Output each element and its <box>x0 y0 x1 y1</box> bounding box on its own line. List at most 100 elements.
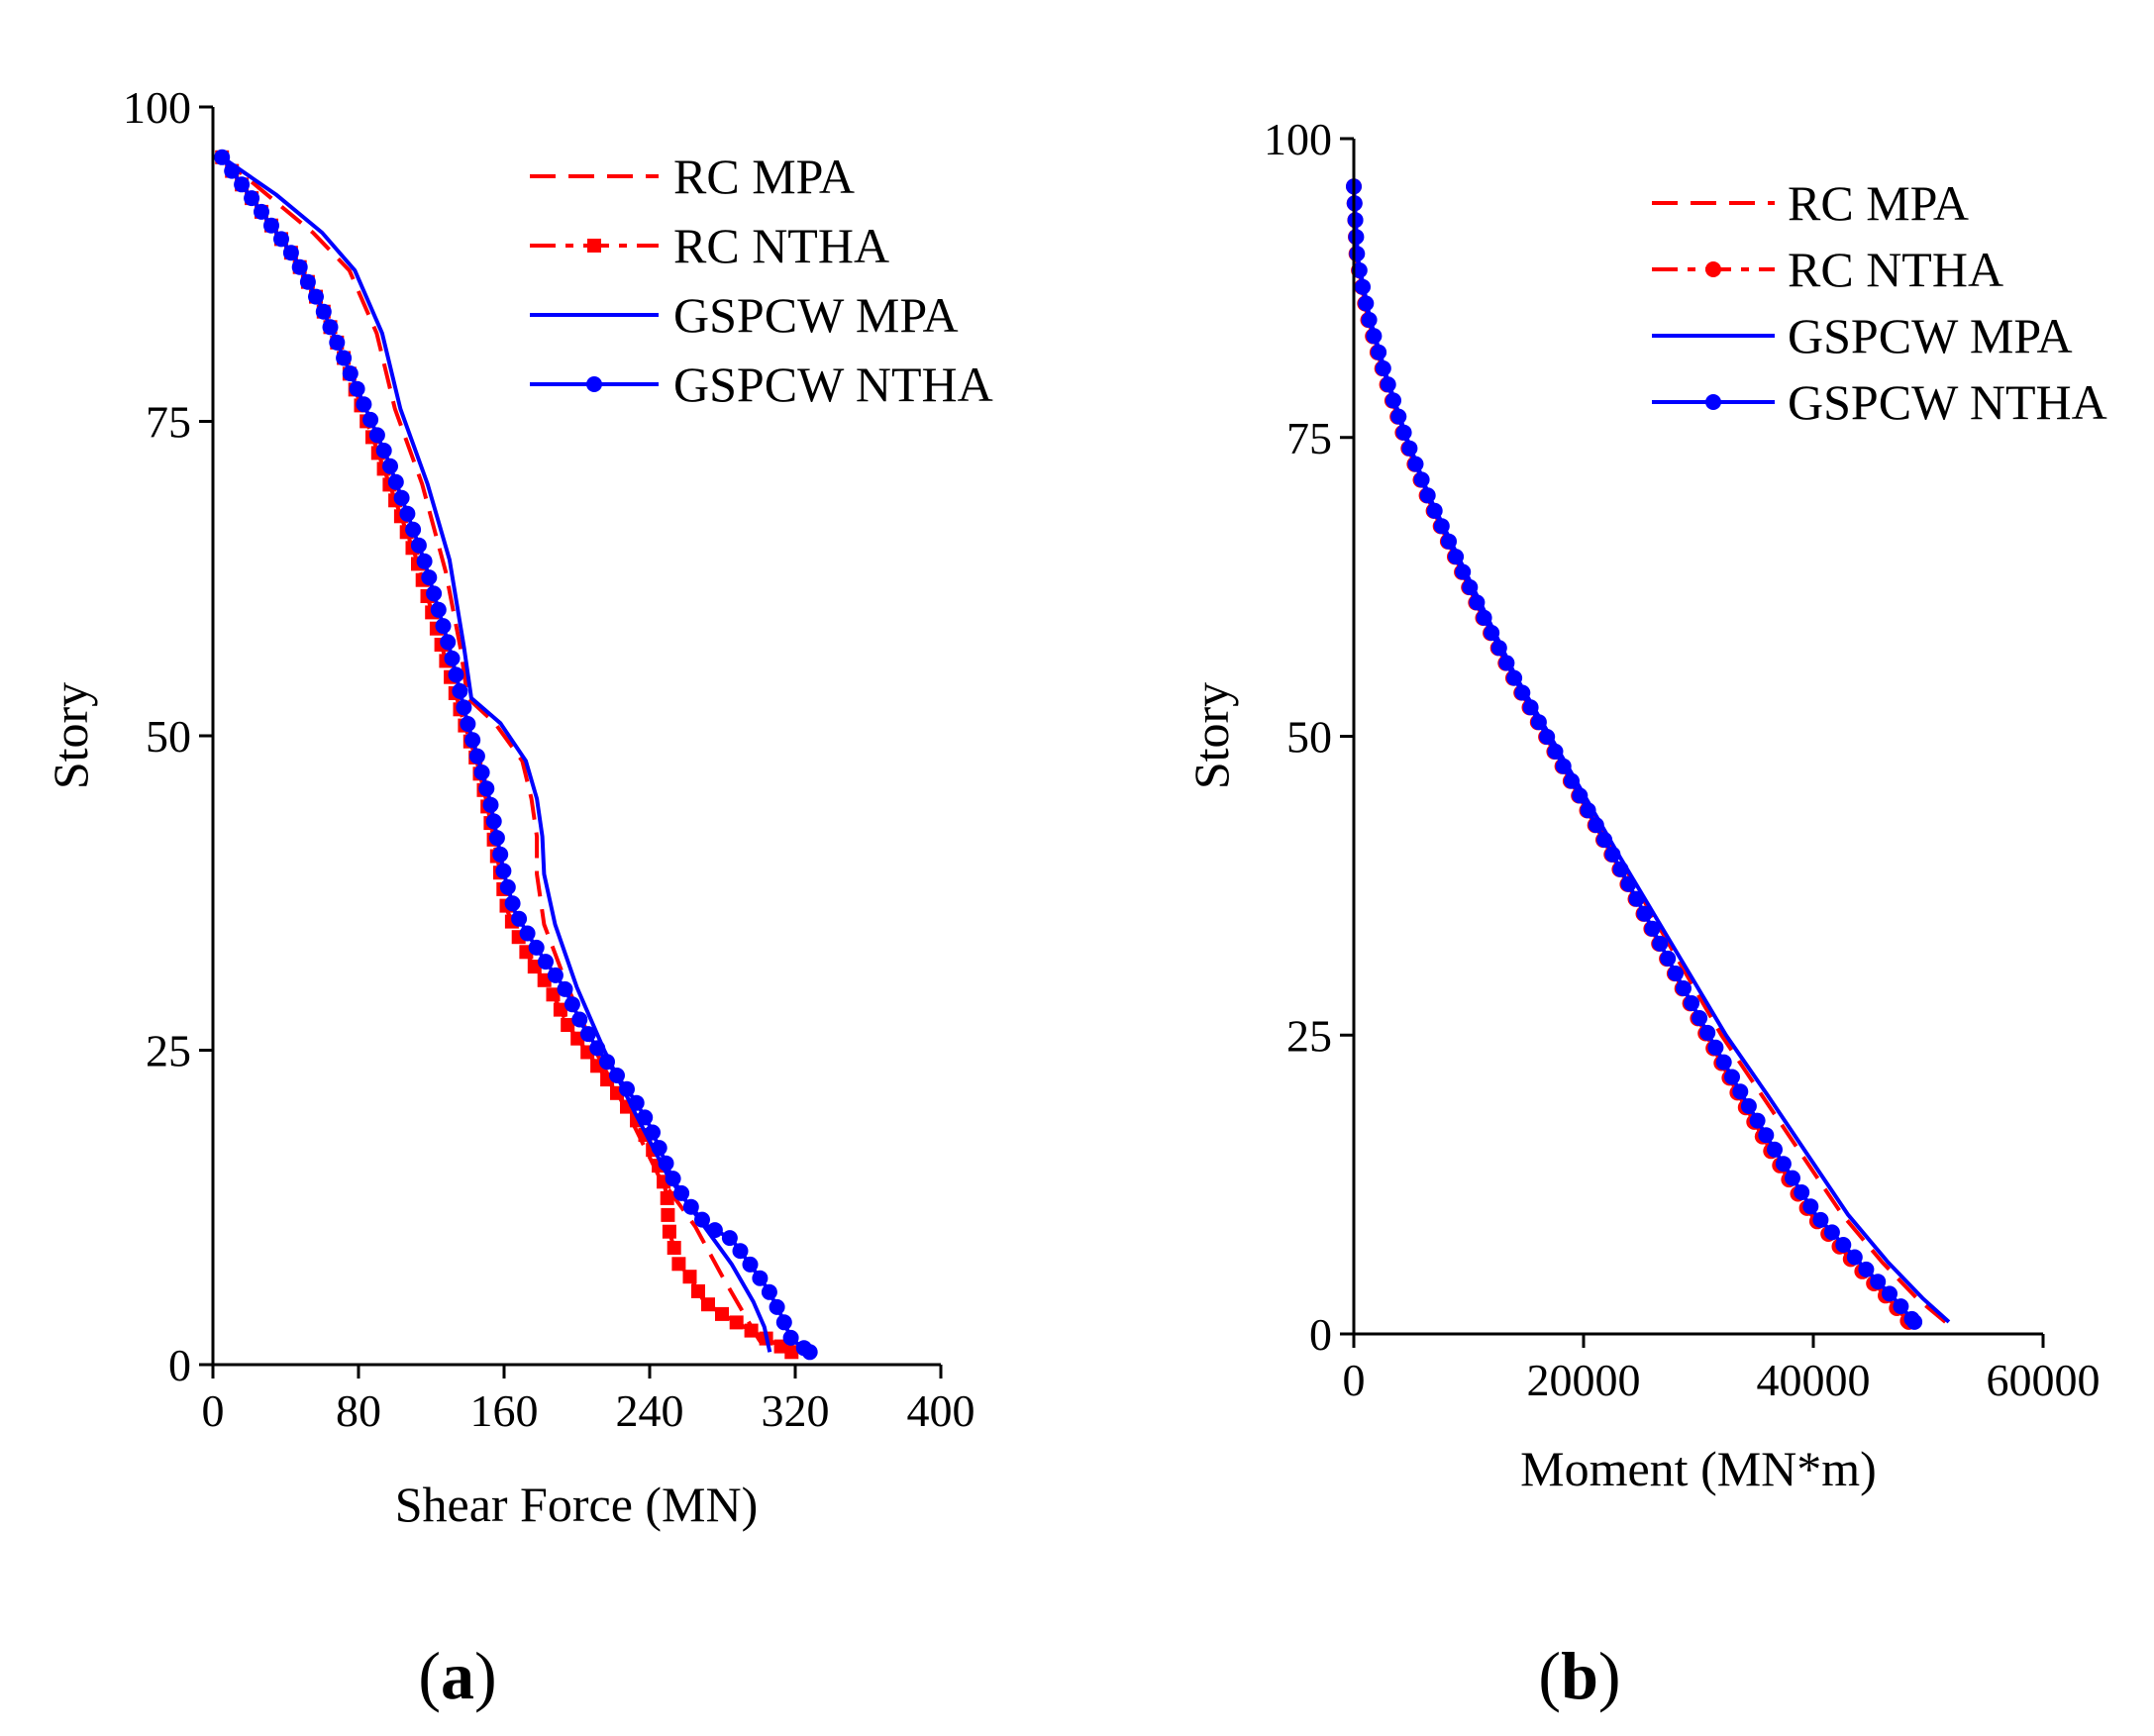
panel-a-y-tick-label: 25 <box>146 1026 191 1076</box>
panel-b-point-gspcw-ntha <box>1401 440 1418 457</box>
panel-b-point-gspcw-ntha <box>1426 502 1443 519</box>
panel-a-point-rc-ntha <box>744 1323 759 1338</box>
panel-a-point-gspcw-ntha <box>224 162 241 179</box>
panel-b-point-gspcw-ntha <box>1366 328 1383 345</box>
panel-b-point-gspcw-ntha <box>1462 579 1479 595</box>
panel-a-point-gspcw-ntha <box>651 1140 667 1157</box>
panel-b-point-gspcw-ntha <box>1668 966 1684 981</box>
panel-a-point-gspcw-ntha <box>322 319 339 336</box>
panel-a-point-rc-ntha <box>691 1283 705 1298</box>
panel-a-point-gspcw-ntha <box>426 585 443 602</box>
panel-a-point-gspcw-ntha <box>244 190 260 207</box>
panel-a-point-gspcw-ntha <box>336 350 353 366</box>
panel-a-point-rc-ntha <box>784 1345 799 1360</box>
panel-a-point-gspcw-ntha <box>329 334 346 351</box>
panel-b-point-gspcw-ntha <box>1684 995 1700 1011</box>
panel-a-point-gspcw-ntha <box>430 601 447 618</box>
panel-a-point-gspcw-ntha <box>775 1314 792 1331</box>
panel-a-legend-marker-gspcw-ntha <box>586 376 602 392</box>
panel-b-point-gspcw-ntha <box>1676 980 1692 996</box>
panel-b-point-gspcw-ntha <box>1620 875 1637 892</box>
panel-a-point-gspcw-ntha <box>273 231 289 248</box>
panel-b-point-gspcw-ntha <box>1692 1010 1708 1026</box>
panel-b-moment-chart: 0 20000 40000 60000 0 25 50 75 100 Moment (MN*m)… <box>1183 114 2107 1713</box>
panel-a-point-gspcw-ntha <box>571 1011 588 1028</box>
panel-b-point-gspcw-ntha <box>1484 625 1500 641</box>
panel-a-point-gspcw-ntha <box>782 1329 799 1346</box>
panel-b-point-gspcw-ntha <box>1882 1285 1898 1302</box>
panel-a-point-rc-ntha <box>682 1270 697 1284</box>
panel-a-point-gspcw-ntha <box>263 217 279 234</box>
panel-a-point-gspcw-ntha <box>495 863 512 879</box>
panel-a-point-gspcw-ntha <box>254 203 269 220</box>
panel-b-point-gspcw-ntha <box>1612 861 1629 877</box>
panel-a-point-gspcw-ntha <box>628 1094 645 1111</box>
panel-a-point-gspcw-ntha <box>473 765 490 780</box>
panel-a-point-gspcw-ntha <box>464 732 481 749</box>
panel-b-point-gspcw-ntha <box>1740 1098 1757 1114</box>
panel-b-legend-marker-rc-ntha <box>1705 261 1721 277</box>
panel-a-legend-item-rc-mpa: RC MPA <box>530 149 855 204</box>
panel-a-point-gspcw-ntha <box>504 895 521 912</box>
panel-b-point-gspcw-ntha <box>1628 890 1645 907</box>
panel-a-legend: RC MPA RC NTHA GSPCW MPA GSPCW NTHA <box>530 149 993 412</box>
panel-a-point-rc-ntha <box>660 1190 674 1205</box>
panel-a-point-rc-ntha <box>661 1207 675 1222</box>
panel-b-point-gspcw-ntha <box>1441 533 1457 550</box>
panel-a-point-gspcw-ntha <box>538 954 554 970</box>
panel-b-y-axis-title: Story <box>1183 682 1239 789</box>
panel-a-series <box>214 149 818 1361</box>
panel-b-legend-item-rc-ntha: RC NTHA <box>1652 242 2003 297</box>
panel-a-point-gspcw-ntha <box>356 396 372 413</box>
panel-b-point-gspcw-ntha <box>1522 699 1539 716</box>
panel-b-y-tick-label: 75 <box>1286 413 1332 463</box>
panel-a-point-gspcw-ntha <box>599 1054 615 1071</box>
panel-b-point-gspcw-ntha <box>1732 1083 1749 1100</box>
panel-a-point-gspcw-ntha <box>485 813 502 830</box>
panel-b-point-gspcw-ntha <box>1347 212 1364 229</box>
panel-b-point-gspcw-ntha <box>1660 950 1677 967</box>
panel-b-point-gspcw-ntha <box>1371 344 1387 360</box>
panel-a-point-gspcw-ntha <box>511 910 528 927</box>
panel-a-point-gspcw-ntha <box>382 458 398 474</box>
panel-b-y-tick-label: 25 <box>1286 1010 1332 1061</box>
panel-b-point-gspcw-ntha <box>1636 905 1653 922</box>
panel-a-point-gspcw-ntha <box>732 1243 749 1260</box>
panel-a-point-gspcw-ntha <box>421 569 438 586</box>
panel-b-label-open: ( <box>1538 1638 1561 1713</box>
panel-b-point-gspcw-ntha <box>1530 714 1547 731</box>
panel-a-legend-item-rc-ntha: RC NTHA <box>530 218 889 273</box>
panel-a-point-gspcw-ntha <box>435 618 452 635</box>
panel-a-point-gspcw-ntha <box>721 1230 738 1247</box>
panel-b-point-gspcw-ntha <box>1361 312 1378 328</box>
panel-a-x-tick-label: 400 <box>907 1385 975 1436</box>
panel-b-point-gspcw-ntha <box>1539 729 1556 745</box>
panel-b-y-tick-label: 50 <box>1286 712 1332 763</box>
panel-b-point-gspcw-ntha <box>1802 1198 1819 1215</box>
panel-b-legend-label-gspcw-ntha: GSPCW NTHA <box>1788 374 2107 430</box>
panel-a-legend-label-rc-mpa: RC MPA <box>673 149 855 204</box>
panel-b-point-gspcw-ntha <box>1555 758 1572 774</box>
panel-b-point-gspcw-ntha <box>1858 1261 1875 1277</box>
panel-a-x-tick-label: 160 <box>470 1385 539 1436</box>
panel-a-point-gspcw-ntha <box>393 489 410 506</box>
panel-b-point-gspcw-ntha <box>1476 609 1492 626</box>
panel-a-point-gspcw-ntha <box>478 780 495 797</box>
panel-b-point-gspcw-ntha <box>1707 1039 1724 1056</box>
panel-a-point-gspcw-ntha <box>416 553 433 569</box>
panel-a-point-gspcw-ntha <box>579 1026 596 1043</box>
panel-a-point-rc-ntha <box>553 1002 567 1017</box>
panel-b-point-gspcw-ntha <box>1596 832 1613 848</box>
panel-a-point-gspcw-ntha <box>547 967 564 983</box>
panel-a-label-letter: a <box>441 1638 474 1713</box>
panel-b-point-gspcw-ntha <box>1547 743 1564 760</box>
panel-a-point-rc-ntha <box>662 1224 676 1239</box>
panel-b-legend-label-gspcw-mpa: GSPCW MPA <box>1788 308 2073 363</box>
panel-b-point-gspcw-ntha <box>1564 772 1580 789</box>
panel-b-point-gspcw-ntha <box>1775 1156 1792 1173</box>
panel-b-label-close: ) <box>1598 1638 1621 1713</box>
panel-a-point-rc-ntha <box>546 987 561 1002</box>
panel-b-point-gspcw-ntha <box>1580 802 1596 819</box>
panel-a-point-gspcw-ntha <box>440 634 457 651</box>
